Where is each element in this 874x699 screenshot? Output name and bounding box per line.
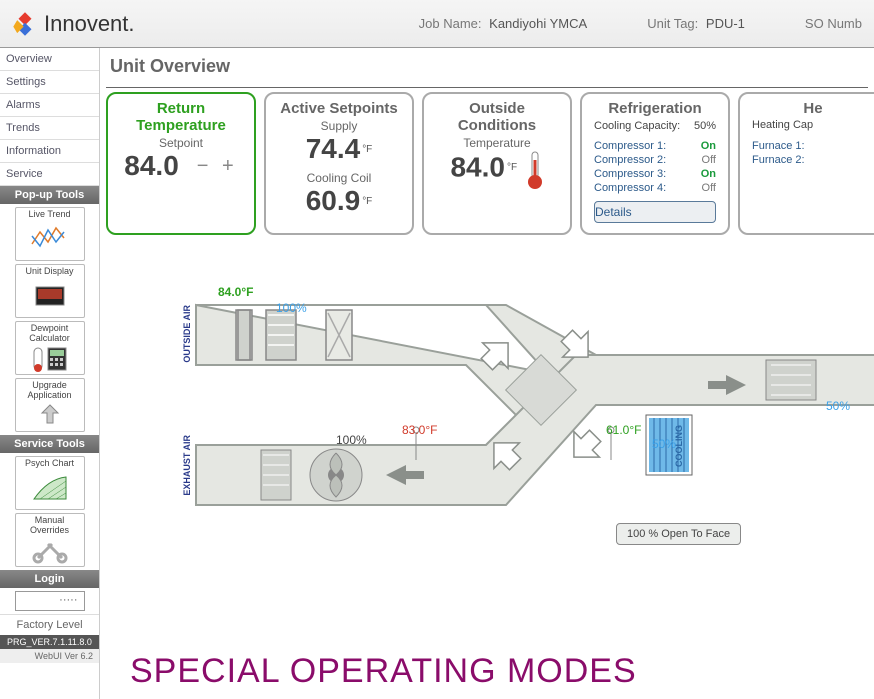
- compressor-row: Compressor 4:Off: [594, 181, 716, 195]
- right-damper-pct: 50%: [826, 399, 850, 413]
- login-input[interactable]: ·····: [15, 591, 85, 611]
- tool-unit-display[interactable]: Unit Display: [15, 264, 85, 318]
- compressor-row: Compressor 2:Off: [594, 153, 716, 167]
- refrigeration-card[interactable]: Refrigeration Cooling Capacity: 50% Compr…: [580, 92, 730, 235]
- nav-item-service[interactable]: Service: [0, 163, 99, 186]
- top-header: Innovent. Job Name: Kandiyohi YMCA Unit …: [0, 0, 874, 48]
- compressor-row: Compressor 3:On: [594, 167, 716, 181]
- main-content: Unit Overview Return Temperature Setpoin…: [100, 48, 874, 699]
- service-tools: Psych ChartManual Overrides: [0, 456, 99, 567]
- tool-upgrade-application[interactable]: Upgrade Application: [15, 378, 85, 432]
- prg-version: PRG_VER.7.1.11.8.0: [0, 635, 99, 649]
- nav-item-overview[interactable]: Overview: [0, 48, 99, 71]
- service-tools-header: Service Tools: [0, 435, 99, 453]
- heating-card[interactable]: He Heating Cap Furnace 1:Furnace 2:: [738, 92, 874, 235]
- job-value: Kandiyohi YMCA: [489, 16, 587, 31]
- furnace-row: Furnace 1:: [752, 139, 874, 153]
- brand-text: Innovent.: [44, 11, 135, 37]
- popup-tools-header: Pop-up Tools: [0, 186, 99, 204]
- tool-manual-overrides[interactable]: Manual Overrides: [15, 513, 85, 567]
- thermometer-icon: [526, 150, 544, 195]
- login-header: Login: [0, 570, 99, 588]
- so-label: SO Numb: [805, 16, 862, 31]
- cool-cap-lbl: Cooling Capacity:: [594, 120, 680, 132]
- supply-unit: °F: [362, 144, 372, 155]
- sidebar: OverviewSettingsAlarmsTrendsInformationS…: [0, 48, 100, 699]
- compressor-rows: Compressor 1:OnCompressor 2:OffCompresso…: [594, 139, 716, 195]
- unit-tag-value: PDU-1: [706, 16, 745, 31]
- nav-item-information[interactable]: Information: [0, 140, 99, 163]
- return-temp-card[interactable]: Return Temperature Setpoint 84.0 − +: [106, 92, 256, 235]
- factory-level: Factory Level: [0, 614, 99, 635]
- furnace-rows: Furnace 1:Furnace 2:: [752, 139, 874, 167]
- footer-title: SPECIAL OPERATING MODES: [130, 652, 637, 691]
- return-temp-stepper[interactable]: − +: [197, 155, 238, 178]
- status-cards: Return Temperature Setpoint 84.0 − + Act…: [106, 92, 868, 235]
- return-temp-title: Return Temperature: [120, 100, 242, 134]
- outside-conditions-card[interactable]: Outside Conditions Temperature 84.0°F: [422, 92, 572, 235]
- mid-temp-reading: 83.0°F: [402, 423, 437, 437]
- heat-cap-lbl: Heating Cap: [752, 119, 874, 131]
- return-temp-value: 84.0: [124, 150, 179, 182]
- airflow-diagram: OUTSIDE AIR EXHAUST AIR: [106, 285, 868, 565]
- logo-icon: [12, 11, 38, 37]
- nav-item-settings[interactable]: Settings: [0, 71, 99, 94]
- brand-logo: Innovent.: [12, 11, 135, 37]
- outside-title: Outside Conditions: [436, 100, 558, 134]
- outside-val: 84.0: [450, 152, 505, 183]
- outside-temp-reading: 84.0°F: [218, 285, 253, 299]
- coolcoil-lbl: Cooling Coil: [278, 171, 400, 185]
- setpoints-title: Active Setpoints: [278, 100, 400, 117]
- header-fields: Job Name: Kandiyohi YMCA Unit Tag: PDU-1…: [419, 16, 862, 31]
- mid-damper-pct: 100%: [336, 433, 367, 447]
- active-setpoints-card[interactable]: Active Setpoints Supply 74.4°F Cooling C…: [264, 92, 414, 235]
- supply-val: 74.4: [306, 133, 361, 164]
- outside-damper-pct: 100%: [276, 301, 307, 315]
- duct-svg: COOLING: [106, 285, 874, 565]
- details-button[interactable]: Details: [594, 201, 716, 223]
- cool-cap-val: 50%: [694, 120, 716, 132]
- webui-version: WebUI Ver 6.2: [0, 649, 99, 663]
- nav-item-alarms[interactable]: Alarms: [0, 94, 99, 117]
- tool-dewpoint-calculator[interactable]: Dewpoint Calculator: [15, 321, 85, 375]
- coolcoil-unit: °F: [362, 196, 372, 207]
- outside-sub: Temperature: [436, 136, 558, 150]
- cooling-damper-pct: 50%: [652, 437, 676, 451]
- tool-live-trend[interactable]: Live Trend: [15, 207, 85, 261]
- open-to-face-box[interactable]: 100 % Open To Face: [616, 523, 741, 545]
- popup-tools: Live TrendUnit DisplayDewpoint Calculato…: [0, 207, 99, 432]
- compressor-row: Compressor 1:On: [594, 139, 716, 153]
- refrig-title: Refrigeration: [594, 100, 716, 117]
- job-label: Job Name:: [419, 16, 482, 31]
- nav-list: OverviewSettingsAlarmsTrendsInformationS…: [0, 48, 99, 186]
- unit-tag-label: Unit Tag:: [647, 16, 698, 31]
- unit-overview-title: Unit Overview: [106, 48, 868, 88]
- tool-psych-chart[interactable]: Psych Chart: [15, 456, 85, 510]
- supply-temp-reading: 61.0°F: [606, 423, 641, 437]
- furnace-row: Furnace 2:: [752, 153, 874, 167]
- heating-title: He: [752, 100, 874, 117]
- coolcoil-val: 60.9: [306, 185, 361, 216]
- supply-lbl: Supply: [278, 119, 400, 133]
- return-temp-sub: Setpoint: [120, 136, 242, 150]
- outside-unit: °F: [507, 162, 517, 173]
- nav-item-trends[interactable]: Trends: [0, 117, 99, 140]
